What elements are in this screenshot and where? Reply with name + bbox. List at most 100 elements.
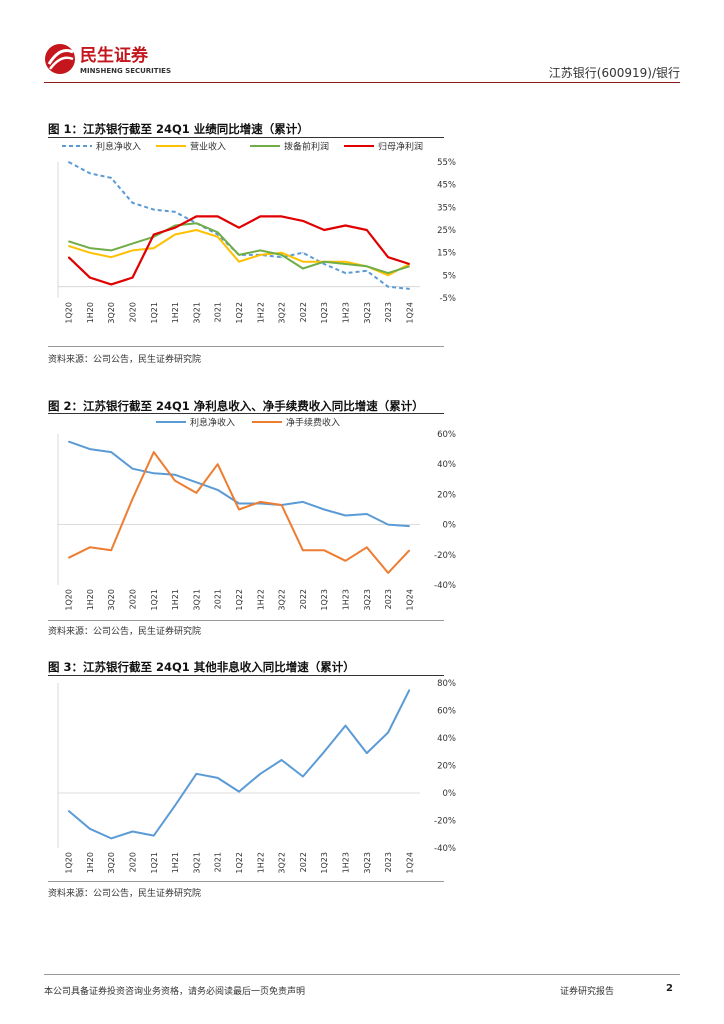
data-point <box>110 256 112 258</box>
data-point <box>238 502 240 505</box>
y-tick-label: 40% <box>437 460 456 470</box>
y-tick-label: -40% <box>434 844 456 854</box>
x-tick-label: 1H20 <box>86 852 95 873</box>
data-point <box>217 233 219 236</box>
x-tick-label: 2020 <box>129 852 138 872</box>
data-point <box>302 252 304 254</box>
figure-2-title: 图 2：江苏银行截至 24Q1 净利息收入、净手续费收入同比增速（累计） <box>48 399 424 413</box>
y-tick-label: 60% <box>437 430 456 440</box>
data-point <box>217 777 219 779</box>
data-point <box>366 270 368 272</box>
x-tick-label: 1Q24 <box>405 852 414 874</box>
data-point <box>174 480 176 482</box>
data-point <box>153 247 155 249</box>
x-tick-label: 1Q24 <box>405 302 414 324</box>
x-tick-label: 3Q21 <box>192 302 201 324</box>
legend-label: 拨备前利润 <box>284 141 329 153</box>
x-tick-label: 3Q21 <box>192 589 201 611</box>
data-point <box>238 791 240 793</box>
data-point <box>366 752 368 754</box>
figure-3-bottom-rule <box>48 881 444 882</box>
logo-text-cn: 民生证券 <box>80 45 149 66</box>
series-line-2 <box>68 451 411 574</box>
x-tick-label: 1H20 <box>86 589 95 610</box>
data-point <box>217 489 219 491</box>
series-line-1 <box>68 440 410 528</box>
x-tick-label: 2023 <box>384 589 393 609</box>
data-point <box>238 508 240 511</box>
data-point <box>323 229 325 231</box>
y-tick-label: 25% <box>437 226 456 236</box>
data-point <box>259 501 261 503</box>
y-tick-label: -40% <box>434 581 456 591</box>
y-tick-label: -20% <box>434 551 456 561</box>
legend-label: 利息净收入 <box>190 417 235 429</box>
figure-1-title: 图 1：江苏银行截至 24Q1 业绩同比增速（累计） <box>48 122 309 136</box>
data-point <box>408 288 410 290</box>
legend-label: 营业收入 <box>190 141 226 153</box>
data-point <box>131 249 134 251</box>
y-tick-label: 55% <box>437 158 456 168</box>
data-point <box>195 492 197 494</box>
data-point <box>259 215 261 217</box>
x-tick-label: 3Q22 <box>278 589 287 611</box>
footer-disclaimer: 本公司具备证券投资咨询业务资格，请务必阅读最后一页免责声明 <box>44 987 306 997</box>
x-tick-label: 1H23 <box>341 589 350 610</box>
data-point <box>153 233 155 236</box>
x-tick-label: 1H23 <box>341 302 350 323</box>
data-point <box>302 549 304 551</box>
y-tick-label: 45% <box>437 181 456 191</box>
data-point <box>281 504 283 506</box>
data-point <box>89 546 91 548</box>
data-point <box>195 222 197 224</box>
data-point <box>89 172 91 174</box>
x-tick-label: 1Q22 <box>235 302 244 324</box>
x-tick-label: 3Q21 <box>192 852 201 874</box>
y-tick-label: 20% <box>437 490 456 500</box>
y-tick-label: 5% <box>443 271 457 281</box>
x-tick-label: 1H21 <box>171 589 180 610</box>
x-tick-label: 3Q23 <box>363 589 372 611</box>
data-point <box>281 254 283 256</box>
x-tick-label: 1H22 <box>256 852 265 873</box>
data-point <box>131 202 134 204</box>
data-point <box>195 773 197 775</box>
legend-label: 归母净利润 <box>378 141 423 153</box>
data-point <box>238 254 240 256</box>
data-point <box>366 513 368 515</box>
series-line-3 <box>68 222 410 275</box>
data-point <box>344 560 347 562</box>
data-point <box>89 277 91 279</box>
data-point <box>302 220 304 222</box>
data-point <box>89 252 91 254</box>
data-point <box>68 161 70 163</box>
data-point <box>323 751 325 753</box>
data-point <box>68 245 70 247</box>
x-tick-label: 3Q23 <box>363 302 372 324</box>
y-tick-label: 35% <box>437 203 456 213</box>
header-divider <box>44 82 680 83</box>
series-line-1 <box>67 689 411 840</box>
data-point <box>217 463 219 465</box>
data-point <box>68 441 70 443</box>
figure-2-chart: -40% -20% 0% 20% 40% 60% 1Q20 1H20 3Q20 2020 1Q21 1… <box>57 417 456 611</box>
x-tick-label: 2021 <box>214 852 223 872</box>
figure-3-source: 资料来源：公司公告，民生证券研究院 <box>48 889 202 899</box>
data-point <box>387 286 389 288</box>
series-line-2 <box>68 229 410 277</box>
logo-text-en: MINSHENG SECURITIES <box>80 67 171 75</box>
data-point <box>259 254 261 256</box>
x-tick-label: 3Q22 <box>278 852 287 874</box>
y-tick-label: -5% <box>439 294 456 304</box>
data-point <box>366 265 368 267</box>
data-point <box>281 759 283 761</box>
data-point <box>238 227 240 229</box>
data-point <box>408 265 410 267</box>
data-point <box>68 557 70 559</box>
y-tick-label: 60% <box>437 707 456 717</box>
data-point <box>259 249 261 251</box>
x-tick-label: 1Q22 <box>235 852 244 874</box>
x-tick-label: 1Q20 <box>65 302 74 324</box>
data-point <box>302 261 304 263</box>
y-tick-label: 20% <box>437 762 456 772</box>
